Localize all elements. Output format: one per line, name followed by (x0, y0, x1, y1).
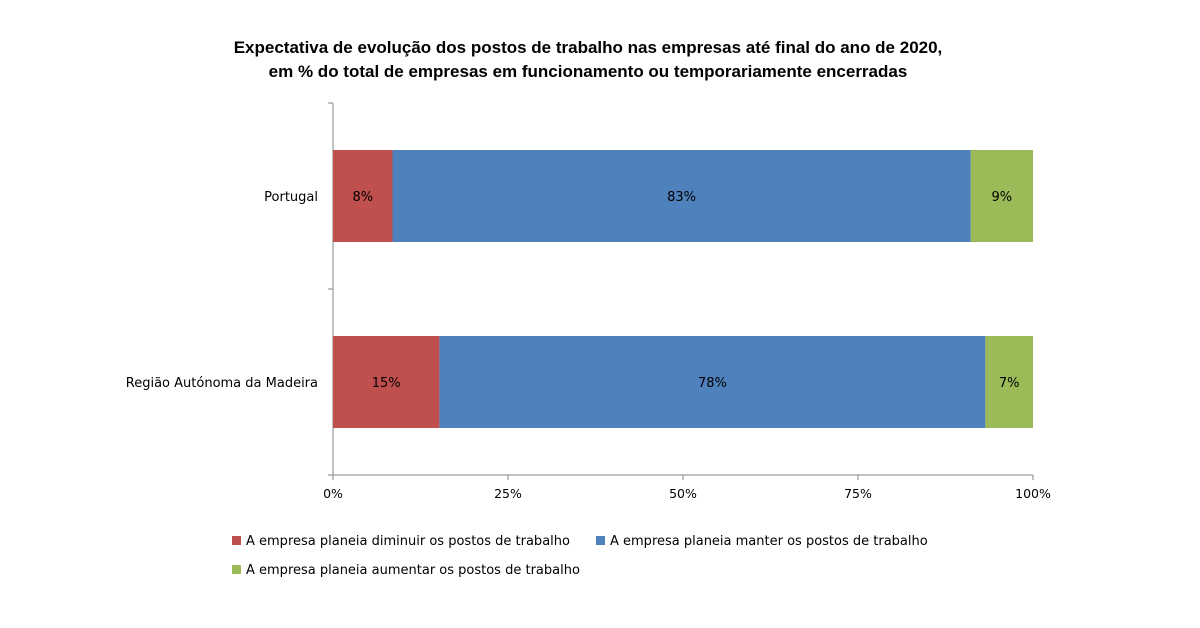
legend-swatch (232, 536, 241, 545)
data-label: 78% (698, 376, 727, 391)
legend: A empresa planeia diminuir os postos de … (232, 534, 928, 578)
x-tick-label: 75% (844, 486, 872, 501)
bar-segment (333, 150, 393, 242)
legend-label: A empresa planeia diminuir os postos de … (246, 534, 570, 549)
x-tick-label: 50% (669, 486, 697, 501)
legend-label: A empresa planeia aumentar os postos de … (246, 563, 580, 578)
data-label: 15% (372, 376, 401, 391)
plot-area: 0% 25% 50% 75% 100% Portugal 8% 83% 9% Região Aut… (126, 102, 1051, 501)
legend-swatch (596, 536, 605, 545)
category-label: Portugal (264, 190, 318, 205)
bar-segment (985, 336, 1033, 428)
data-label: 8% (352, 190, 373, 205)
bar-segment (392, 150, 971, 242)
legend-label: A empresa planeia manter os postos de tr… (610, 534, 928, 549)
data-label: 7% (999, 376, 1020, 391)
category-label: Região Autónoma da Madeira (126, 376, 318, 391)
chart-title-line-2: em % do total de empresas em funcionamen… (269, 62, 908, 81)
x-tick-label: 0% (323, 486, 343, 501)
chart-title-line-1: Expectativa de evolução dos postos de tr… (234, 38, 943, 57)
chart-title: Expectativa de evolução dos postos de tr… (234, 38, 943, 81)
x-tick-label: 100% (1015, 486, 1051, 501)
bar-segment (333, 336, 440, 428)
data-label: 9% (992, 190, 1013, 205)
legend-swatch (232, 565, 241, 574)
bar-segment (970, 150, 1033, 242)
data-label: 83% (667, 190, 696, 205)
bar-segment (439, 336, 986, 428)
x-tick-label: 25% (494, 486, 522, 501)
